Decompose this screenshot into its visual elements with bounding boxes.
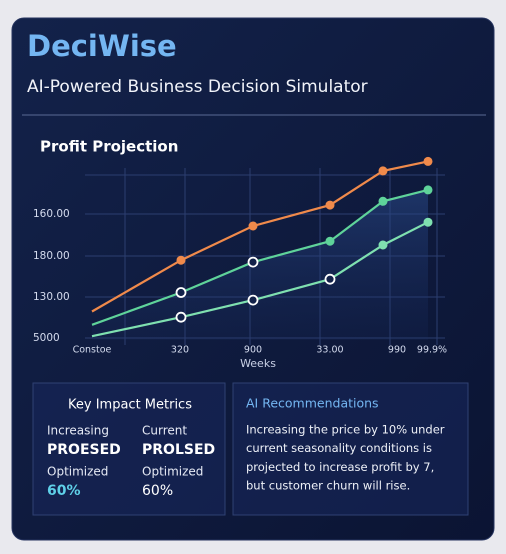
metric-label: Optimized (47, 465, 108, 479)
recommendation-line: current seasonality conditions is (246, 441, 432, 455)
data-point (423, 217, 433, 227)
recommendations-title: AI Recommendations (246, 396, 379, 411)
recommendations-text: Increasing the price by 10% under current… (246, 423, 445, 493)
data-point (324, 273, 336, 285)
x-tick-label: 320 (171, 345, 189, 356)
metric-label: Optimized (142, 465, 203, 479)
data-point (378, 196, 388, 206)
y-tick-label: 130.00 (33, 291, 70, 303)
metrics-title: Key Impact Metrics (68, 398, 192, 413)
data-point (378, 166, 388, 176)
data-point (247, 294, 259, 306)
metrics-panel (32, 382, 226, 516)
metric-value: 60% (47, 483, 81, 499)
y-tick-label: 160.00 (33, 208, 70, 220)
data-point (175, 311, 187, 323)
metric-label: Increasing (47, 424, 109, 438)
x-tick-label: 33.00 (316, 345, 343, 356)
series-line (91, 221, 429, 338)
metric-label: Current (142, 424, 187, 438)
app-subtitle: AI-Powered Business Decision Simulator (27, 77, 368, 97)
area-fill (92, 189, 428, 340)
chart-title: Profit Projection (40, 138, 178, 156)
plot: 5000 130.00 180.00 160.00 Constoe 320 900 33.00… (33, 156, 447, 356)
recommendations-panel (232, 382, 469, 516)
metric-value: PROESED (47, 442, 121, 458)
data-point (423, 185, 433, 195)
data-point (247, 256, 259, 268)
x-tick-label: 900 (244, 345, 262, 356)
data-point (248, 221, 258, 231)
recommendation-line: but customer churn will rise. (246, 479, 410, 493)
x-tick-label: 99.9% (417, 345, 447, 356)
data-point (325, 200, 335, 210)
data-point (325, 236, 335, 246)
x-tick-label: 990 (388, 345, 406, 356)
series-line (91, 188, 429, 326)
metric-value: 60% (142, 483, 173, 499)
x-axis-label: Weeks (240, 357, 276, 370)
data-point (423, 156, 433, 166)
recommendation-line: projected to increase profit by 7, (246, 460, 434, 474)
y-tick-label: 180.00 (33, 250, 70, 262)
y-tick-label: 5000 (33, 332, 60, 344)
app-title: DeciWise (27, 29, 177, 63)
recommendation-line: Increasing the price by 10% under (246, 423, 445, 437)
data-point (176, 255, 186, 265)
series-line (91, 160, 429, 313)
x-tick-label: Constoe (73, 345, 112, 356)
data-point (378, 240, 388, 250)
data-point (175, 287, 187, 298)
metric-value: PROLSED (142, 442, 215, 458)
